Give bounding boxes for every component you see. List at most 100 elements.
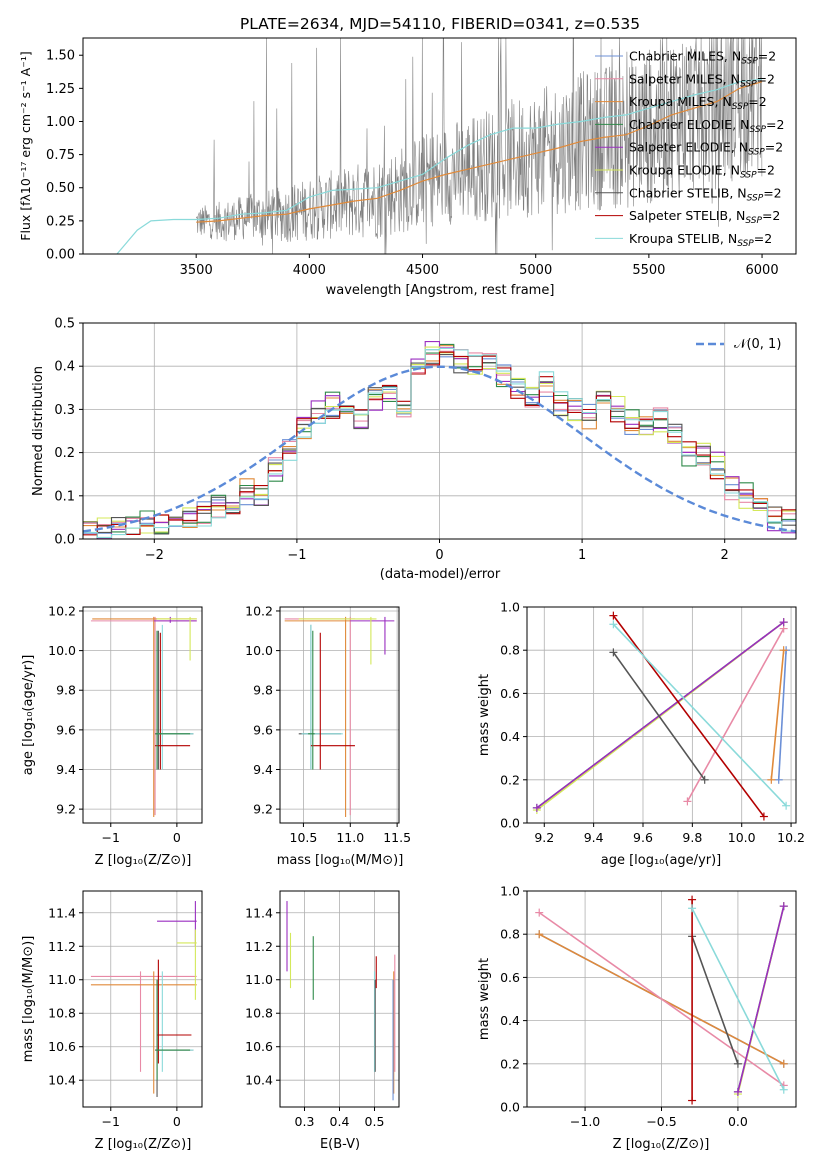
weight-line [686, 628, 785, 802]
gaussian-curve [82, 365, 797, 533]
age-vs-mass-xlabel: mass [log₁₀(M/M⊙)] [277, 853, 404, 868]
y-tick-label: 9.2 [56, 802, 76, 817]
x-tick-label: 9.2 [534, 830, 554, 845]
spectrum-xlabel: wavelength [Angstrom, rest frame] [326, 283, 555, 298]
x-tick-label: 5500 [632, 263, 665, 278]
y-tick-label: 9.4 [56, 762, 76, 777]
residuals-histograms [83, 341, 796, 540]
marks [286, 901, 396, 1101]
y-tick-label: 1.0 [500, 600, 520, 615]
y-tick-label: 0.8 [500, 927, 520, 942]
axes-frame [82, 606, 203, 824]
y-tick-label: 0.2 [54, 446, 75, 461]
weight-line [538, 911, 785, 1087]
grid [83, 607, 202, 823]
weight-vs-Z-panel: −1.0 −0.5 0.0 0.0 0.2 0.4 0.6 0.8 1.0 [500, 884, 797, 1129]
y-tick-label: 11.4 [48, 905, 76, 920]
y-tick-label: 11.0 [245, 972, 273, 987]
spectrum-axes-frame [82, 37, 797, 255]
histogram-series [83, 347, 796, 538]
x-tick-label: 0 [173, 830, 181, 845]
y-tick-label: 0.4 [500, 1013, 520, 1028]
y-tick-label: 1.50 [46, 49, 75, 64]
y-tick-label: 10.8 [48, 1006, 76, 1021]
y-tick-label: 0.1 [54, 489, 75, 504]
gauss-legend-label: 𝒩(0, 1) [734, 337, 781, 352]
y-tick-label: 0.00 [46, 248, 75, 263]
x-tick-label: 4000 [293, 263, 326, 278]
y-tick-label: 0.4 [54, 360, 75, 375]
spectrum-legend: Chabrier MILES, NSSP=2 Salpeter MILES, NS… [595, 49, 784, 249]
y-tick-label: 0.2 [500, 772, 520, 787]
y-tick-label: 10.8 [245, 1006, 273, 1021]
x-tick-label: 11.5 [383, 830, 411, 845]
y-tick-label: 0.0 [500, 1100, 520, 1115]
y-tick-label: 9.2 [253, 802, 273, 817]
weight-line [612, 615, 765, 817]
y-tick-label: 10.6 [245, 1039, 273, 1054]
y-tick-label: 0.50 [46, 181, 75, 196]
y-tick-label: 1.00 [46, 115, 75, 130]
y-tick-label: 0.25 [46, 214, 75, 229]
x-tick-label: 1 [578, 548, 586, 563]
x-tick-label: 0.5 [365, 1114, 385, 1129]
residuals-xlabel: (data-model)/error [380, 567, 501, 582]
y-tick-label: 10.2 [245, 603, 273, 618]
x-tick-label: 0.3 [295, 1114, 315, 1129]
x-tick-label: 2 [721, 548, 729, 563]
y-tick-label: 10.0 [245, 643, 273, 658]
spectrum-ticks: 3500 4000 4500 5000 5500 6000 0.00 0.25 0.50 0.75… [46, 49, 779, 278]
age-vs-Z-xlabel: Z [log₁₀(Z/Z⊙)] [95, 853, 192, 868]
weight-vs-age-panel: 9.2 9.4 9.6 9.8 10.0 10.2 0.0 0.2 0.4 0.6 0.8 1.0 [500, 600, 805, 846]
weight-line [691, 936, 739, 1065]
weight-line [770, 650, 785, 780]
grid [280, 607, 399, 823]
y-tick-label: 0.4 [500, 729, 520, 744]
marks [90, 901, 197, 1097]
mass-vs-EBV-xlabel: E(B-V) [320, 1137, 360, 1152]
x-tick-label: −1 [102, 1114, 120, 1129]
weight-line [777, 650, 787, 780]
x-tick-label: 10.0 [728, 830, 756, 845]
age-vs-Z-panel: −1 0 9.2 9.4 9.6 9.8 10.0 10.2 [48, 603, 203, 845]
y-tick-label: 9.8 [56, 683, 76, 698]
legend-label: Kroupa MILES, NSSP=2 [629, 94, 767, 112]
y-tick-label: 11.4 [245, 905, 273, 920]
x-tick-label: 0.0 [728, 1114, 748, 1129]
y-tick-label: 10.2 [48, 603, 76, 618]
y-tick-label: 11.2 [48, 939, 76, 954]
x-tick-label: 9.6 [633, 830, 653, 845]
grid [83, 891, 202, 1107]
weight-vs-age-xlabel: age [log₁₀(age/yr)] [601, 853, 722, 868]
x-tick-label: −2 [145, 548, 164, 563]
y-tick-label: 9.6 [253, 722, 273, 737]
legend-label: Salpeter STELIB, NSSP=2 [629, 208, 780, 226]
y-tick-label: 9.8 [253, 683, 273, 698]
figure-title: PLATE=2634, MJD=54110, FIBERID=0341, z=0… [240, 15, 640, 33]
x-tick-label: 6000 [746, 263, 779, 278]
y-tick-label: 0.3 [54, 403, 75, 418]
y-tick-label: 0.2 [500, 1056, 520, 1071]
y-tick-label: 10.0 [48, 643, 76, 658]
x-tick-label: 4500 [406, 263, 439, 278]
residuals-ylabel: Normed distribution [31, 366, 46, 496]
weight-line [691, 907, 785, 1091]
x-tick-label: −1 [102, 830, 120, 845]
x-tick-label: 9.4 [584, 830, 604, 845]
axes-frame [82, 890, 203, 1108]
x-tick-label: 10.5 [290, 830, 318, 845]
y-tick-label: 11.0 [48, 972, 76, 987]
x-tick-label: −1.0 [570, 1114, 600, 1129]
grid [280, 891, 399, 1107]
mass-vs-Z-xlabel: Z [log₁₀(Z/Z⊙)] [95, 1137, 192, 1152]
axes-frame [279, 606, 400, 824]
legend-label: Chabrier MILES, NSSP=2 [629, 49, 776, 67]
y-tick-label: 9.6 [56, 722, 76, 737]
y-tick-label: 0.5 [54, 317, 75, 332]
mass-vs-Z-ylabel: mass [log₁₀(M/M⊙)] [21, 936, 36, 1063]
y-tick-label: 0.8 [500, 643, 520, 658]
weight-line [737, 905, 785, 1093]
y-tick-label: 0.6 [500, 686, 520, 701]
x-tick-label: 0 [435, 548, 443, 563]
y-tick-label: 10.4 [48, 1073, 76, 1088]
